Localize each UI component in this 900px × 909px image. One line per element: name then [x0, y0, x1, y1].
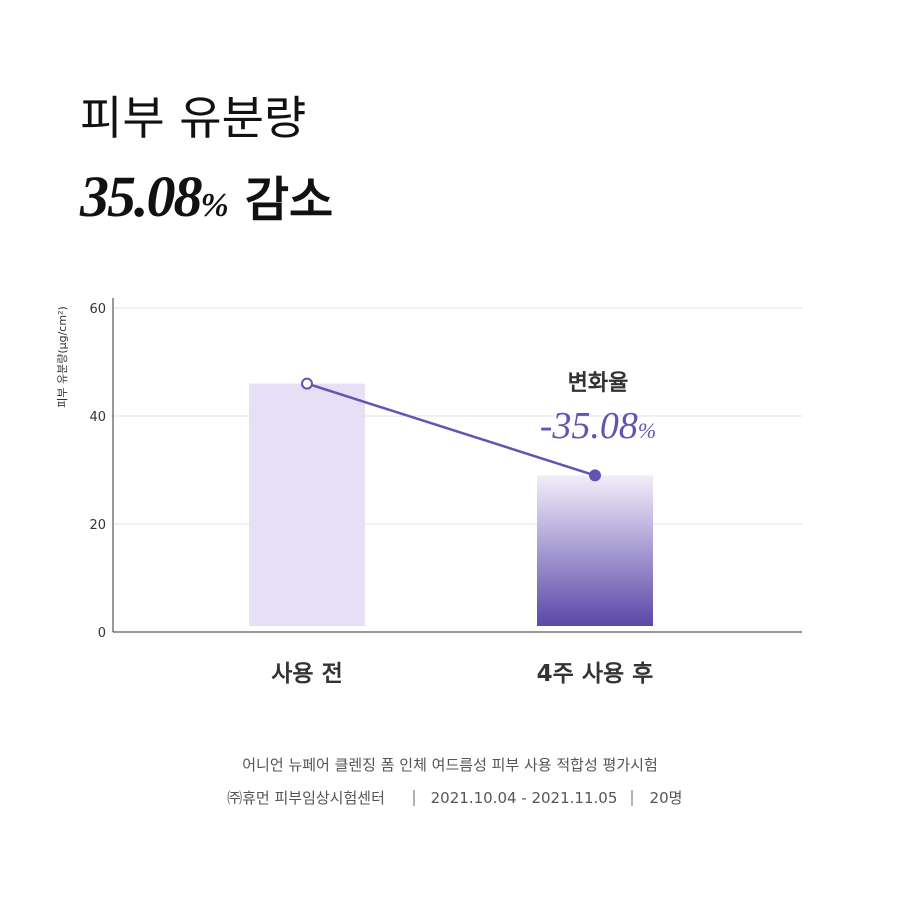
trend-line — [306, 382, 596, 477]
headline-unit: % — [201, 187, 229, 224]
annotation-title: 변화율 — [568, 371, 629, 396]
chart-title: 피부 유분량 — [80, 91, 306, 145]
y-tick-label: 60 — [89, 302, 106, 317]
annotation-unit: % — [638, 418, 656, 443]
headline-value: 35.08 — [79, 164, 203, 229]
annotation: -35.08% — [540, 405, 656, 447]
footnote-period: 2021.10.04 - 2021.11.05 — [431, 789, 618, 807]
y-axis-label: 피부 유분량(μg/cm²) — [56, 306, 69, 408]
footnote-institute: ㈜휴먼 피부임상시험센터 — [227, 789, 385, 807]
footnote-subjects: 20명 — [650, 789, 683, 807]
y-tick-label: 20 — [89, 518, 106, 533]
bar — [537, 475, 653, 626]
y-tick-label: 40 — [89, 410, 106, 425]
headline-suffix: 감소 — [245, 172, 333, 228]
point — [589, 469, 601, 482]
headline: 35.08% 감소 — [79, 164, 333, 229]
annotation-value: -35.08 — [540, 405, 638, 447]
plot: 0 20 40 60 — [89, 298, 802, 641]
y-tick-label: 0 — [98, 626, 106, 641]
x-tick-label: 사용 전 — [271, 661, 343, 687]
point — [301, 377, 313, 390]
x-tick-label: 4주 사용 후 — [537, 661, 654, 687]
bar — [249, 383, 365, 626]
footnote-study: 어니언 뉴페어 클렌징 폼 인체 여드름성 피부 사용 적합성 평가시험 — [242, 756, 658, 774]
